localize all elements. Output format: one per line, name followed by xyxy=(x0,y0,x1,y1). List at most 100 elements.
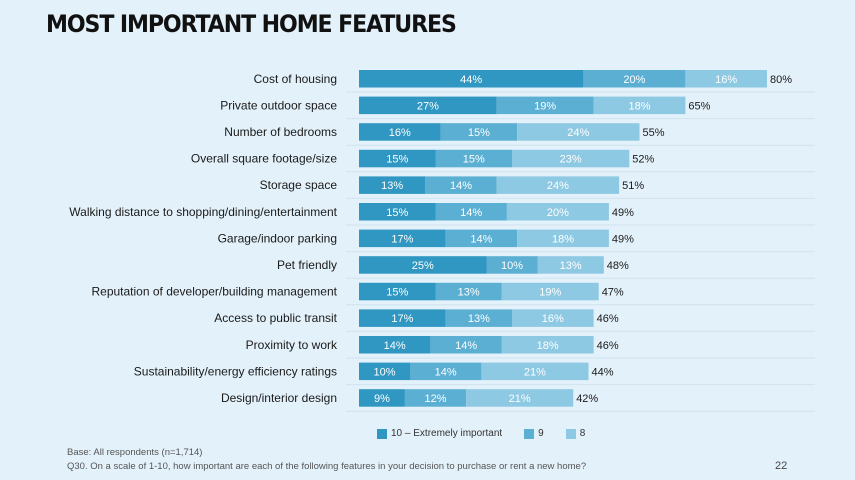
segment-value-label: 14% xyxy=(455,340,477,352)
bar-segment xyxy=(685,70,767,88)
category-label: Cost of housing xyxy=(254,72,337,86)
segment-value-label: 10% xyxy=(501,260,523,272)
question-note: Q30. On a scale of 1-10, how important a… xyxy=(67,461,587,472)
category-label: Design/interior design xyxy=(221,391,337,405)
bar-segment xyxy=(517,229,609,248)
bar-segment xyxy=(404,389,467,407)
bar-segment xyxy=(359,336,431,354)
category-label: Private outdoor space xyxy=(220,98,337,112)
segment-value-label: 19% xyxy=(539,287,561,299)
bar-segment xyxy=(481,362,589,381)
bar-segment xyxy=(359,70,584,88)
bar-segment xyxy=(506,203,609,221)
category-label: Overall square footage/size xyxy=(191,152,337,166)
category-label: Garage/indoor parking xyxy=(218,231,337,245)
segment-value-label: 24% xyxy=(567,127,589,139)
segment-value-label: 24% xyxy=(547,180,569,192)
bar-segment xyxy=(537,256,604,274)
segment-value-label: 21% xyxy=(509,393,531,405)
segment-value-label: 17% xyxy=(391,313,413,325)
segment-value-label: 9% xyxy=(374,393,390,405)
bar-segment xyxy=(430,336,502,354)
segment-value-label: 15% xyxy=(386,287,408,299)
bar-segment xyxy=(359,176,426,194)
total-value-label: 42% xyxy=(576,393,598,405)
page-number: 22 xyxy=(775,460,788,472)
segment-value-label: 15% xyxy=(463,154,485,166)
bar-segment xyxy=(512,149,630,168)
segment-value-label: 17% xyxy=(391,233,413,245)
bar-segment xyxy=(445,229,518,248)
segment-value-label: 18% xyxy=(552,233,574,245)
category-label: Sustainability/energy efficiency ratings xyxy=(134,364,337,378)
total-value-label: 51% xyxy=(622,180,644,192)
segment-value-label: 44% xyxy=(460,74,482,86)
bar-segment xyxy=(445,309,512,327)
bar-segment xyxy=(359,123,441,141)
chart-legend: 10 – Extremely important 9 8 xyxy=(377,428,607,439)
total-value-label: 44% xyxy=(592,366,614,378)
bar-segment xyxy=(359,309,446,327)
segment-value-label: 10% xyxy=(373,366,395,378)
legend-swatch-8 xyxy=(565,428,576,439)
category-label: Reputation of developer/building managem… xyxy=(91,285,337,299)
total-value-label: 46% xyxy=(597,340,619,352)
total-value-label: 52% xyxy=(632,154,654,166)
segment-value-label: 14% xyxy=(384,340,406,352)
segment-value-label: 18% xyxy=(628,100,650,112)
bar-segment xyxy=(501,282,599,301)
segment-value-label: 14% xyxy=(450,180,472,192)
bar-segment xyxy=(359,282,436,301)
bar-segment xyxy=(359,203,436,221)
segment-value-label: 13% xyxy=(560,260,582,272)
bar-segment xyxy=(359,96,497,115)
total-value-label: 49% xyxy=(612,207,634,219)
bar-segment xyxy=(359,389,405,407)
segment-value-label: 16% xyxy=(389,127,411,139)
segment-value-label: 19% xyxy=(534,100,556,112)
bar-segment xyxy=(410,362,482,381)
segment-value-label: 15% xyxy=(386,154,408,166)
bar-segment xyxy=(501,336,594,354)
segment-value-label: 16% xyxy=(715,74,737,86)
bar-segment xyxy=(359,149,436,168)
total-value-label: 47% xyxy=(602,287,624,299)
segment-value-label: 15% xyxy=(386,207,408,219)
total-value-label: 80% xyxy=(770,74,792,86)
category-label: Access to public transit xyxy=(214,311,337,325)
bar-segment xyxy=(496,176,620,194)
legend-label-10: 10 – Extremely important xyxy=(391,428,503,439)
total-value-label: 49% xyxy=(612,233,634,245)
page-title: MOST IMPORTANT HOME FEATURES xyxy=(46,10,457,38)
segment-value-label: 18% xyxy=(537,340,559,352)
bar-segment xyxy=(440,123,518,141)
segment-value-label: 14% xyxy=(435,366,457,378)
legend-swatch-9 xyxy=(524,428,535,439)
segment-value-label: 13% xyxy=(468,313,490,325)
segment-value-label: 13% xyxy=(381,180,403,192)
bar-segment xyxy=(359,362,410,381)
segment-value-label: 15% xyxy=(468,127,490,139)
legend-item-9: 9 xyxy=(524,428,544,439)
base-note: Base: All respondents (n=1,714) xyxy=(67,447,203,458)
segment-value-label: 14% xyxy=(460,207,482,219)
segment-value-label: 14% xyxy=(470,233,492,245)
segment-value-label: 12% xyxy=(424,393,446,405)
segment-value-label: 20% xyxy=(623,74,645,86)
category-label: Storage space xyxy=(260,178,338,192)
bar-segment xyxy=(517,123,640,141)
bar-segment xyxy=(435,149,512,168)
total-value-label: 46% xyxy=(597,313,619,325)
category-label: Pet friendly xyxy=(277,258,337,272)
bar-segment xyxy=(583,70,686,88)
segment-value-label: 16% xyxy=(542,313,564,325)
bar-segment xyxy=(486,256,538,274)
legend-label-9: 9 xyxy=(538,428,544,439)
total-value-label: 65% xyxy=(688,100,710,112)
bar-segment xyxy=(466,389,574,407)
category-label: Walking distance to shopping/dining/ente… xyxy=(69,205,337,219)
segment-value-label: 27% xyxy=(417,100,439,112)
legend-item-10: 10 – Extremely important xyxy=(377,428,502,439)
bar-segment xyxy=(512,309,594,327)
